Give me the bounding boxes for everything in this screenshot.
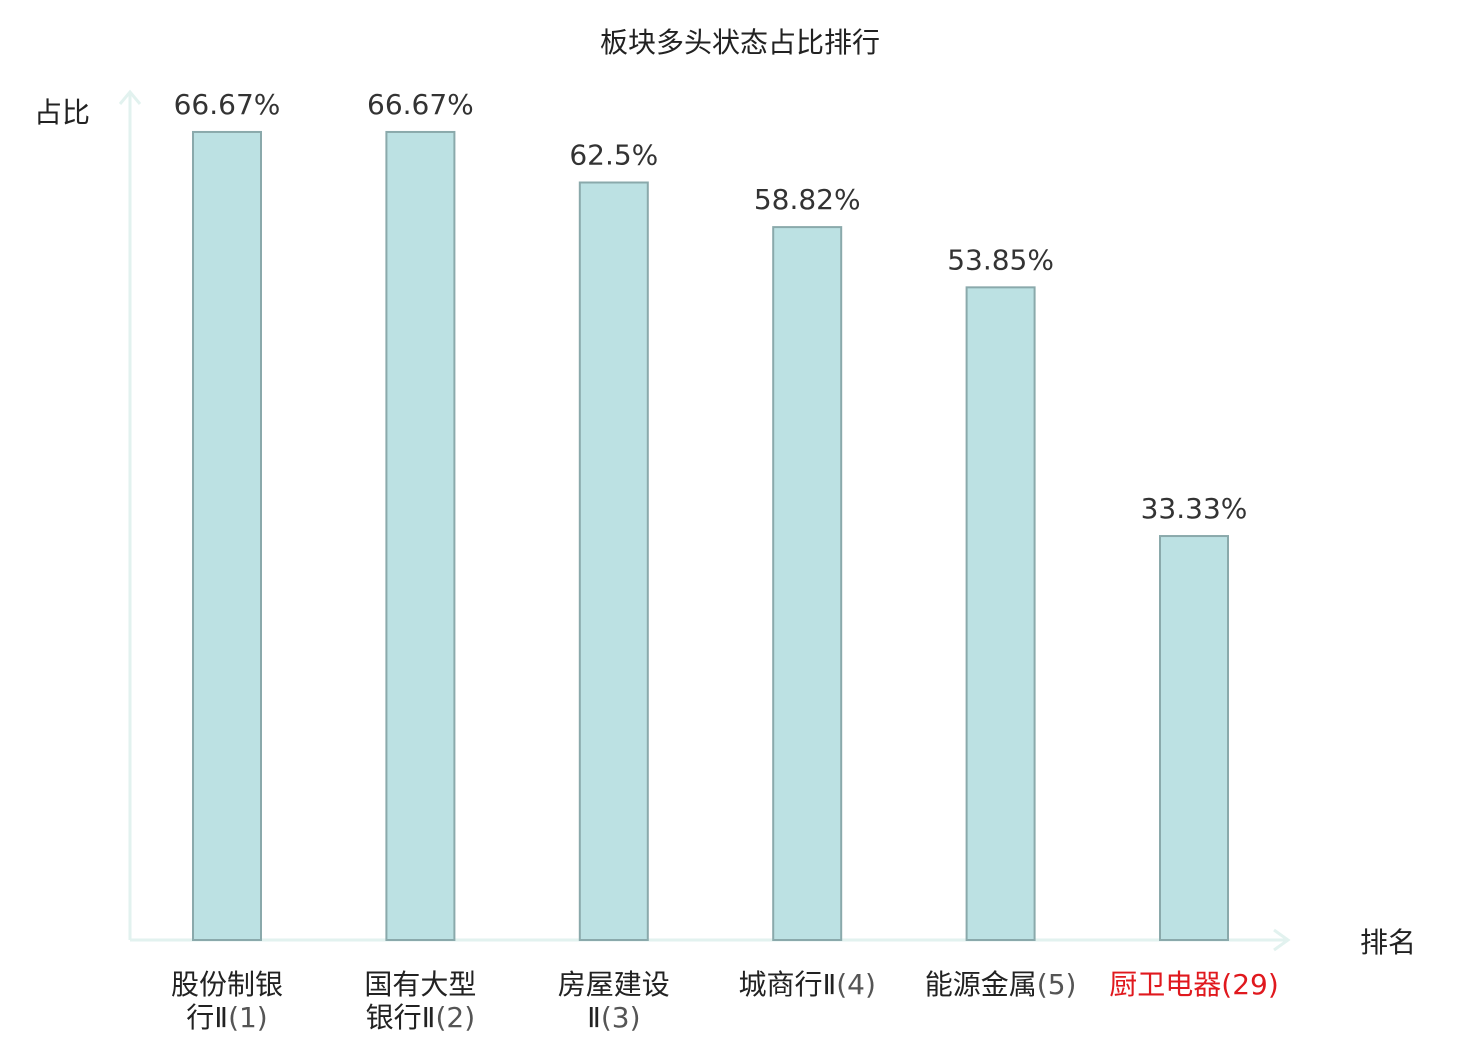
- value-label-2: 66.67%: [367, 88, 474, 121]
- category-label-1: 股份制银行Ⅱ(1): [171, 968, 283, 1034]
- bar-6: [1159, 535, 1229, 941]
- chart-title: 板块多头状态占比排行: [600, 26, 880, 59]
- bar-3: [578, 181, 649, 941]
- bar-1: [192, 130, 262, 941]
- bar-2: [385, 130, 456, 941]
- x-axis: [130, 928, 1291, 952]
- category-rank-3: (3): [601, 1001, 641, 1034]
- y-axis-label: 占比: [34, 96, 90, 129]
- category-label-6: 厨卫电器(29): [1109, 968, 1279, 1001]
- value-label-3: 62.5%: [569, 139, 658, 172]
- category-label-3: 房屋建设 Ⅱ(3): [558, 968, 670, 1034]
- value-labels-group: 66.67% 66.67% 62.5% 58.82% 53.85% 33.33%: [174, 88, 1248, 525]
- y-axis: [118, 89, 142, 940]
- bar-4: [772, 226, 843, 941]
- category-labels-group: 股份制银行Ⅱ(1) 国有大型银行Ⅱ(2) 房屋建设 Ⅱ(3) 城商行Ⅱ(4) 能源金属(5…: [171, 968, 1279, 1034]
- x-axis-label: 排名: [1360, 926, 1416, 959]
- category-rank-2: (2): [435, 1001, 475, 1034]
- category-label-5: 能源金属(5): [925, 968, 1077, 1001]
- category-rank-1: (1): [228, 1001, 268, 1034]
- value-label-4: 58.82%: [754, 183, 861, 216]
- category-label-2: 国有大型银行Ⅱ(2): [364, 968, 476, 1034]
- value-label-1: 66.67%: [174, 88, 281, 121]
- category-rank-5: (5): [1037, 968, 1077, 1001]
- bars-group: [192, 130, 1229, 941]
- bar-5: [965, 286, 1036, 941]
- category-rank-4: (4): [836, 968, 876, 1001]
- category-label-4: 城商行Ⅱ(4): [738, 968, 875, 1001]
- value-label-6: 33.33%: [1141, 492, 1248, 525]
- category-rank-6: (29): [1221, 968, 1278, 1001]
- value-label-5: 53.85%: [947, 243, 1054, 276]
